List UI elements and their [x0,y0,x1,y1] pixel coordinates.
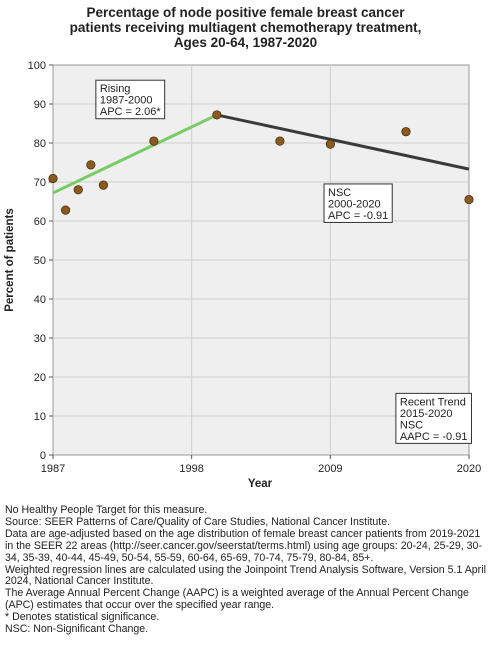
note-age-adjustment: Data are age-adjusted based on the age d… [5,527,482,564]
annotation-frame [323,183,393,223]
x-tick-label: 1987 [41,463,65,475]
note-source: Source: SEER Patterns of Care/Quality of… [5,515,391,528]
data-point [61,205,71,215]
data-point [149,136,159,146]
chart: Percentage of node positive female breas… [4,5,482,490]
trend-line-rising [52,113,218,195]
data-point [98,180,109,190]
annotation-line: APC = -0.91 [328,210,388,222]
data-point [212,110,222,120]
y-tick-label: 90 [34,99,46,111]
chart-title-line-2: patients receiving multiagent chemothera… [70,20,422,35]
data-point [73,185,83,195]
y-tick-label: 20 [34,372,46,384]
data-point [48,173,58,184]
annotation-line: 2000-2020 [328,198,381,210]
data-point [464,194,474,205]
annotation-line: APC = 2.06* [100,106,162,118]
note-target: No Healthy People Target for this measur… [5,504,208,516]
footnotes: No Healthy People Target for this measur… [5,504,489,636]
annotation-line: AAPC = -0.91 [400,431,468,443]
x-axis-title: Year [248,478,273,490]
y-tick-label: 50 [34,255,46,267]
y-tick-label: 30 [34,333,46,345]
data-points [48,110,474,215]
y-tick-label: 40 [34,294,46,306]
axes: 0 10 20 30 40 50 60 70 80 90 100 1987 1998 2009 2020 [28,60,482,475]
x-tick-label: 1998 [179,463,203,475]
data-point [325,139,335,149]
annotation-frame [95,79,166,120]
annotation-line: 1987-2000 [100,95,153,107]
note-nsc: NSC: Non-Significant Change. [5,623,149,636]
x-tick-label: 2020 [457,463,481,475]
annotation-line: NSC [400,419,423,431]
data-point [86,160,96,170]
note-aapc: The Average Annual Percent Change (AAPC)… [5,587,469,612]
note-regression: Weighted regression lines are calculated… [5,563,486,588]
y-tick-label: 10 [34,411,46,423]
y-tick-label: 0 [40,450,46,462]
trend-lines [52,113,470,195]
note-significance: * Denotes statistical significance. [5,611,160,624]
y-axis-title: Percent of patients [4,208,16,312]
annotation-frame [395,392,472,444]
annotation-line: Recent Trend [400,396,466,408]
chart-title-line-1: Percentage of node positive female breas… [86,5,405,20]
annotation-line: NSC [328,187,351,199]
trend-line-nsc [216,113,470,171]
data-point [401,127,411,137]
chart-title: Percentage of node positive female breas… [70,5,422,50]
y-tick-label: 100 [28,60,46,72]
y-tick-label: 60 [34,216,46,228]
annotation-line: 2015-2020 [400,408,453,420]
data-point [275,136,285,146]
annotation-line: Rising [100,83,131,95]
y-tick-label: 80 [34,138,46,150]
y-tick-label: 70 [34,177,46,189]
chart-title-line-3: Ages 20-64, 1987-2020 [174,35,317,50]
x-tick-label: 2009 [318,463,342,475]
